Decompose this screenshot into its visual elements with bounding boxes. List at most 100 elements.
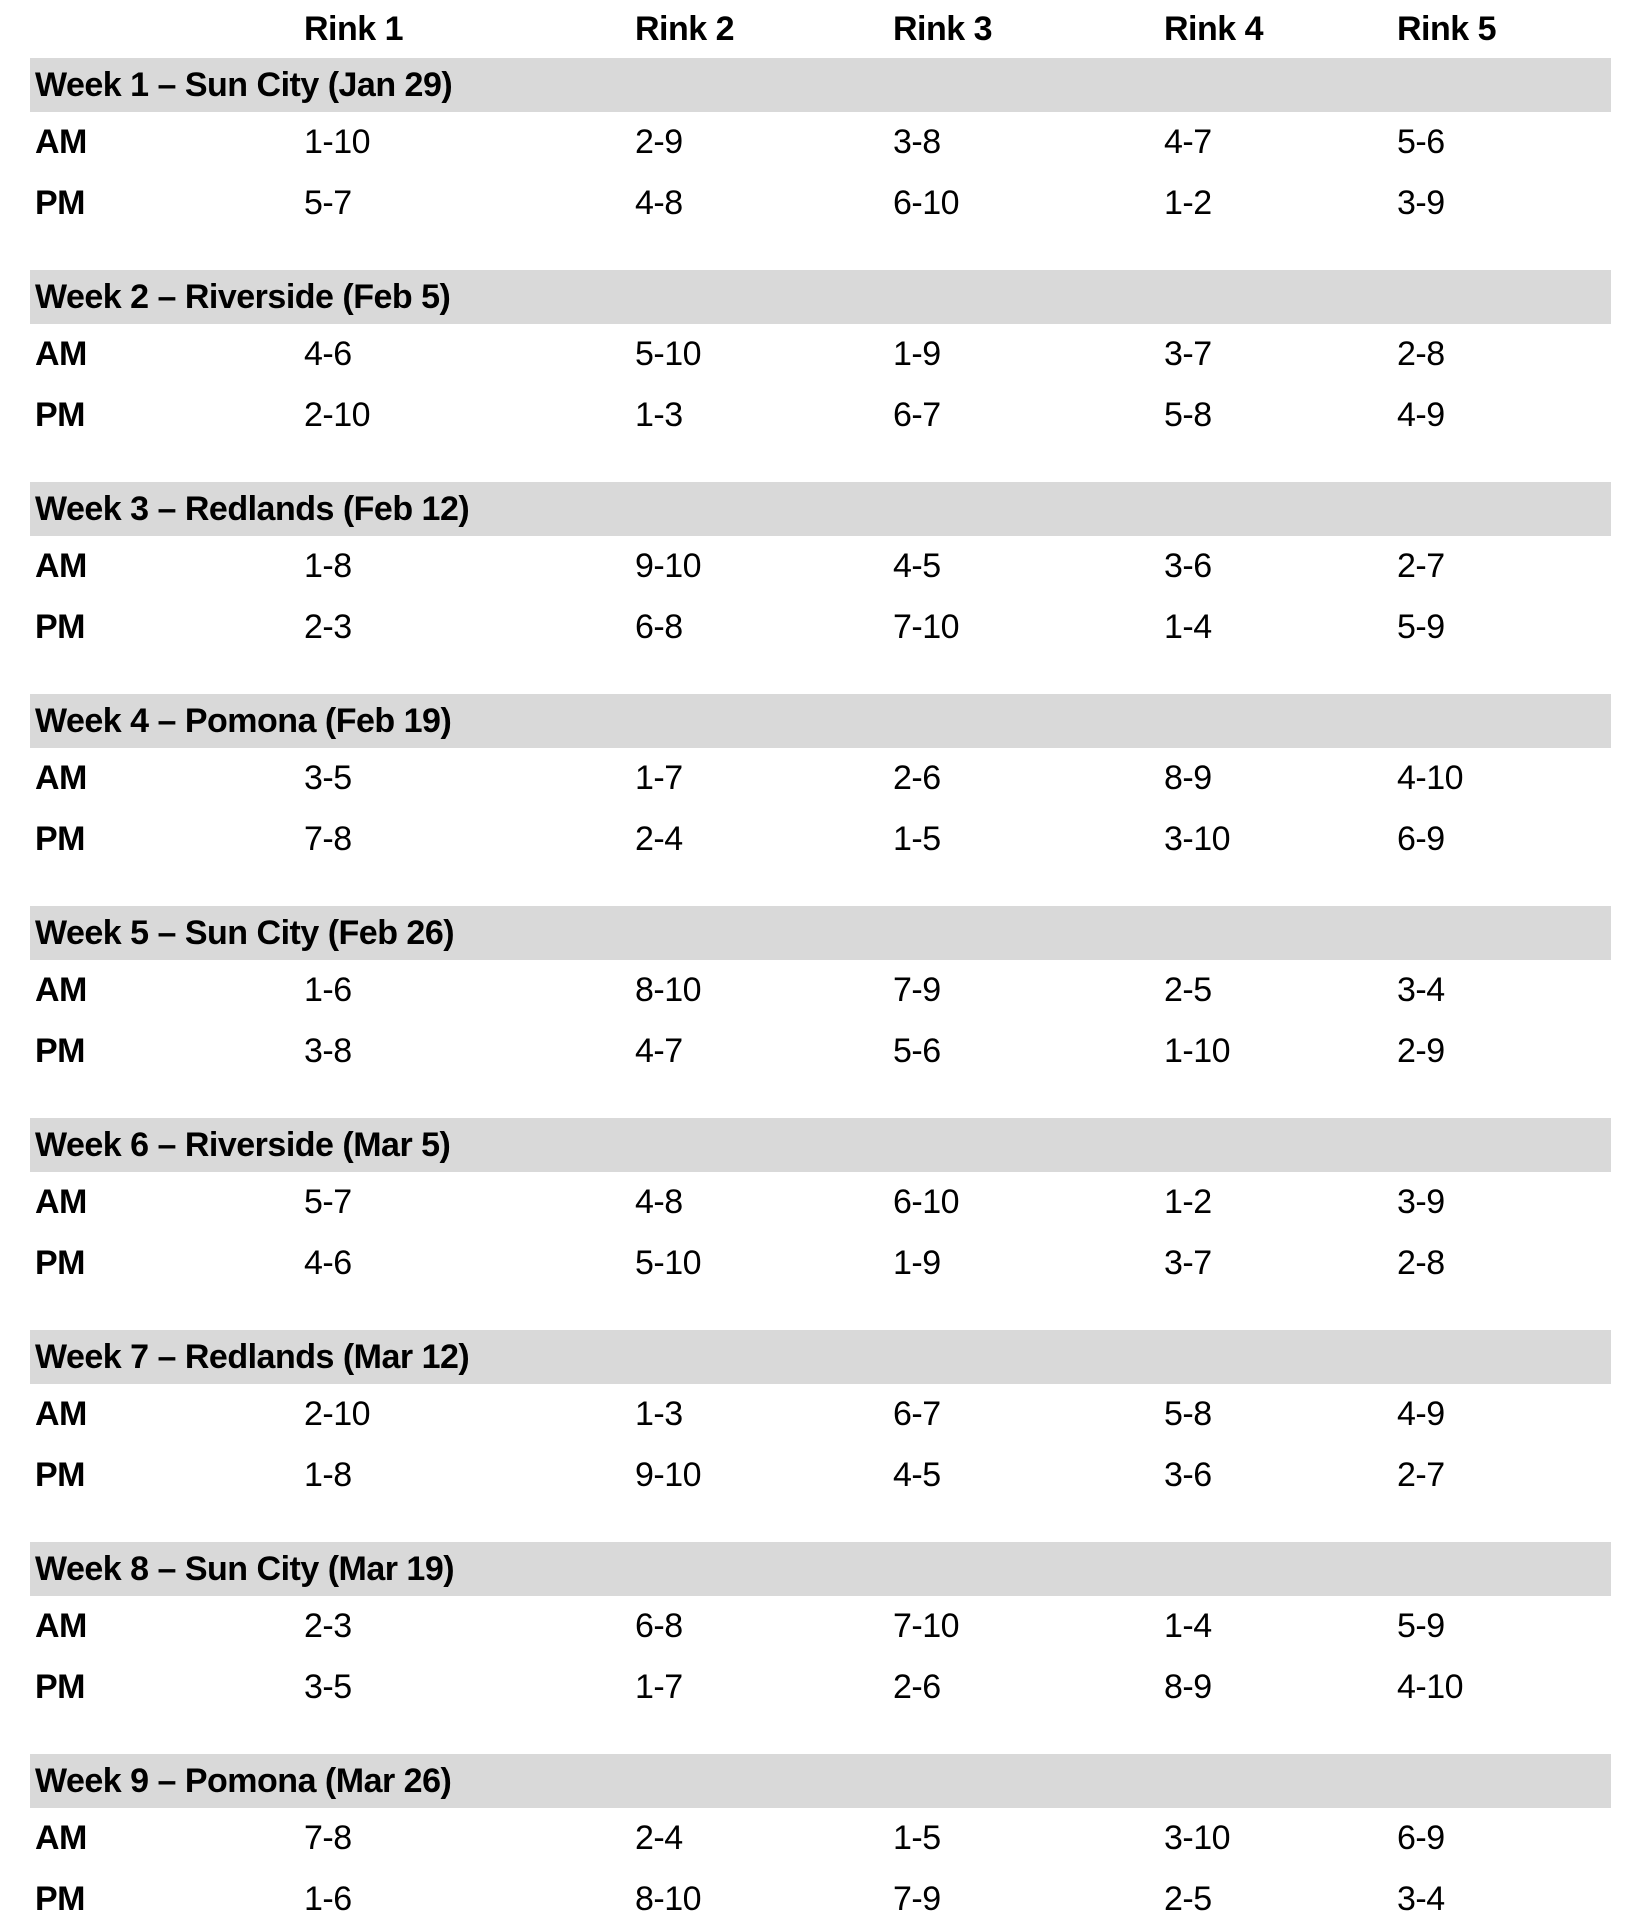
matchup-cell: 7-9 — [893, 1880, 941, 1918]
matchup-cell: 5-10 — [635, 335, 702, 373]
matchup-cell: 1-6 — [304, 971, 352, 1009]
matchup-cell: 2-5 — [1164, 971, 1212, 1009]
session-label-pm: PM — [35, 1456, 86, 1494]
matchup-cell: 4-6 — [304, 335, 352, 373]
week-section: Week 4 – Pomona (Feb 19) AM 3-5 1-7 2-6 … — [30, 694, 1611, 870]
session-row-am: AM 7-8 2-4 1-5 3-10 6-9 — [30, 1808, 1611, 1869]
session-row-pm: PM 4-6 5-10 1-9 3-7 2-8 — [30, 1233, 1611, 1294]
week-section: Week 3 – Redlands (Feb 12) AM 1-8 9-10 4… — [30, 482, 1611, 658]
session-row-pm: PM 1-6 8-10 7-9 2-5 3-4 — [30, 1869, 1611, 1930]
matchup-cell: 3-6 — [1164, 1456, 1212, 1494]
week-title: Week 5 – Sun City (Feb 26) — [35, 913, 455, 952]
matchup-cell: 2-7 — [1397, 547, 1445, 585]
matchup-cell: 3-7 — [1164, 335, 1212, 373]
matchup-cell: 1-2 — [1164, 1183, 1212, 1221]
week-header-band: Week 3 – Redlands (Feb 12) — [30, 482, 1611, 536]
matchup-cell: 1-5 — [893, 820, 941, 858]
week-header-band: Week 7 – Redlands (Mar 12) — [30, 1330, 1611, 1384]
matchup-cell: 6-8 — [635, 608, 683, 646]
session-label-am: AM — [35, 1819, 87, 1857]
matchup-cell: 3-7 — [1164, 1244, 1212, 1282]
week-title: Week 8 – Sun City (Mar 19) — [35, 1549, 455, 1588]
matchup-cell: 6-8 — [635, 1607, 683, 1645]
week-sections: Week 1 – Sun City (Jan 29) AM 1-10 2-9 3… — [30, 58, 1611, 1930]
session-label-pm: PM — [35, 1032, 86, 1070]
matchup-cell: 1-3 — [635, 1395, 683, 1433]
matchup-cell: 5-8 — [1164, 396, 1212, 434]
week-section: Week 6 – Riverside (Mar 5) AM 5-7 4-8 6-… — [30, 1118, 1611, 1294]
session-row-am: AM 2-10 1-3 6-7 5-8 4-9 — [30, 1384, 1611, 1445]
matchup-cell: 7-8 — [304, 820, 352, 858]
week-title: Week 7 – Redlands (Mar 12) — [35, 1337, 470, 1376]
matchup-cell: 1-6 — [304, 1880, 352, 1918]
matchup-cell: 2-6 — [893, 759, 941, 797]
matchup-cell: 1-4 — [1164, 608, 1212, 646]
matchup-cell: 5-9 — [1397, 608, 1445, 646]
matchup-cell: 5-7 — [304, 184, 352, 222]
matchup-cell: 7-9 — [893, 971, 941, 1009]
matchup-cell: 2-6 — [893, 1668, 941, 1706]
week-header-band: Week 1 – Sun City (Jan 29) — [30, 58, 1611, 112]
matchup-cell: 2-3 — [304, 608, 352, 646]
session-label-am: AM — [35, 123, 87, 161]
session-row-pm: PM 7-8 2-4 1-5 3-10 6-9 — [30, 809, 1611, 870]
matchup-cell: 2-10 — [304, 396, 371, 434]
week-section: Week 1 – Sun City (Jan 29) AM 1-10 2-9 3… — [30, 58, 1611, 234]
session-label-am: AM — [35, 547, 87, 585]
matchup-cell: 4-9 — [1397, 1395, 1445, 1433]
matchup-cell: 9-10 — [635, 1456, 702, 1494]
matchup-cell: 6-10 — [893, 184, 960, 222]
matchup-cell: 1-9 — [893, 335, 941, 373]
matchup-cell: 4-10 — [1397, 1668, 1464, 1706]
matchup-cell: 1-3 — [635, 396, 683, 434]
session-label-pm: PM — [35, 820, 86, 858]
matchup-cell: 3-9 — [1397, 184, 1445, 222]
week-header-band: Week 5 – Sun City (Feb 26) — [30, 906, 1611, 960]
matchup-cell: 2-9 — [1397, 1032, 1445, 1070]
matchup-cell: 7-8 — [304, 1819, 352, 1857]
session-row-pm: PM 1-8 9-10 4-5 3-6 2-7 — [30, 1445, 1611, 1506]
matchup-cell: 5-7 — [304, 1183, 352, 1221]
session-label-am: AM — [35, 1395, 87, 1433]
matchup-cell: 8-10 — [635, 1880, 702, 1918]
week-header-band: Week 2 – Riverside (Feb 5) — [30, 270, 1611, 324]
week-title: Week 2 – Riverside (Feb 5) — [35, 277, 451, 316]
session-row-pm: PM 5-7 4-8 6-10 1-2 3-9 — [30, 173, 1611, 234]
matchup-cell: 2-4 — [635, 820, 683, 858]
session-row-am: AM 1-10 2-9 3-8 4-7 5-6 — [30, 112, 1611, 173]
session-row-am: AM 1-6 8-10 7-9 2-5 3-4 — [30, 960, 1611, 1021]
column-header-rink-5: Rink 5 — [1397, 9, 1497, 48]
week-title: Week 1 – Sun City (Jan 29) — [35, 65, 453, 104]
matchup-cell: 5-8 — [1164, 1395, 1212, 1433]
matchup-cell: 3-10 — [1164, 820, 1231, 858]
session-label-am: AM — [35, 1183, 87, 1221]
week-section: Week 2 – Riverside (Feb 5) AM 4-6 5-10 1… — [30, 270, 1611, 446]
matchup-cell: 4-6 — [304, 1244, 352, 1282]
week-header-band: Week 6 – Riverside (Mar 5) — [30, 1118, 1611, 1172]
matchup-cell: 4-7 — [1164, 123, 1212, 161]
matchup-cell: 5-6 — [893, 1032, 941, 1070]
session-label-am: AM — [35, 971, 87, 1009]
matchup-cell: 1-7 — [635, 1668, 683, 1706]
matchup-cell: 3-5 — [304, 759, 352, 797]
matchup-cell: 3-8 — [893, 123, 941, 161]
session-row-am: AM 4-6 5-10 1-9 3-7 2-8 — [30, 324, 1611, 385]
matchup-cell: 8-9 — [1164, 1668, 1212, 1706]
matchup-cell: 4-5 — [893, 1456, 941, 1494]
matchup-cell: 2-9 — [635, 123, 683, 161]
week-title: Week 9 – Pomona (Mar 26) — [35, 1761, 452, 1800]
matchup-cell: 1-8 — [304, 1456, 352, 1494]
matchup-cell: 5-6 — [1397, 123, 1445, 161]
matchup-cell: 1-7 — [635, 759, 683, 797]
column-header-rink-4: Rink 4 — [1164, 9, 1264, 48]
session-row-pm: PM 3-8 4-7 5-6 1-10 2-9 — [30, 1021, 1611, 1082]
session-label-pm: PM — [35, 1244, 86, 1282]
matchup-cell: 1-9 — [893, 1244, 941, 1282]
session-label-pm: PM — [35, 1668, 86, 1706]
matchup-cell: 3-4 — [1397, 971, 1445, 1009]
matchup-cell: 4-8 — [635, 184, 683, 222]
matchup-cell: 1-2 — [1164, 184, 1212, 222]
session-row-am: AM 1-8 9-10 4-5 3-6 2-7 — [30, 536, 1611, 597]
matchup-cell: 1-10 — [304, 123, 371, 161]
week-section: Week 8 – Sun City (Mar 19) AM 2-3 6-8 7-… — [30, 1542, 1611, 1718]
